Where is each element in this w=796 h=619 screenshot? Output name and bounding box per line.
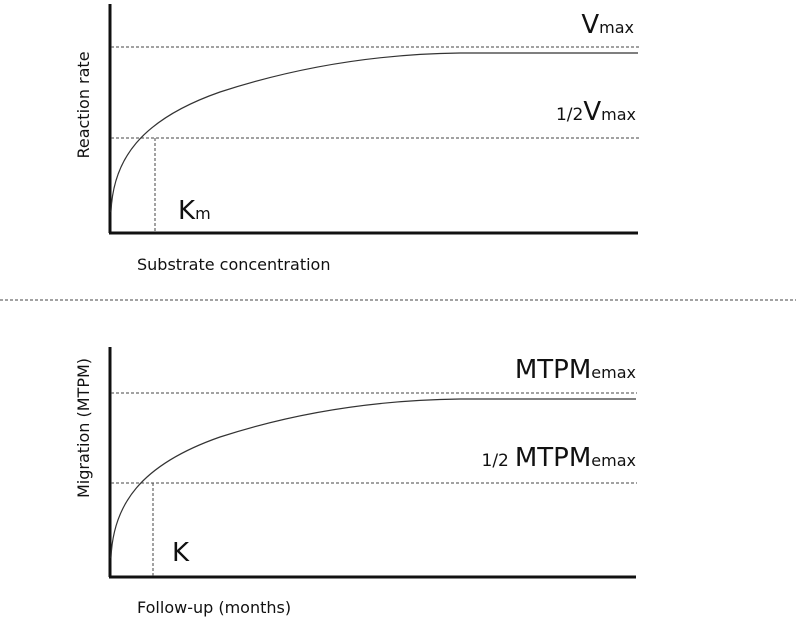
bottom-emax-main: MTPM — [515, 355, 591, 385]
top-vmax-label: Vmax — [581, 10, 634, 40]
bottom-x-axis-label: Follow-up (months) — [137, 598, 291, 617]
top-saturation-curve — [110, 52, 638, 213]
top-half-main: V — [583, 97, 601, 127]
bottom-half-main: MTPM — [515, 443, 591, 473]
top-vmax-sub: max — [599, 18, 634, 37]
top-half-prefix: 1/2 — [556, 105, 583, 125]
top-y-axis-label: Reaction rate — [74, 51, 93, 158]
bottom-emax-label: MTPMemax — [515, 355, 636, 385]
top-km-sub: m — [195, 204, 211, 223]
bottom-half-sub: emax — [591, 451, 636, 470]
top-km-label: Km — [178, 196, 211, 226]
bottom-y-axis-label: Migration (MTPM) — [74, 358, 93, 498]
bottom-k-label: K — [172, 538, 190, 568]
top-vmax-main: V — [581, 10, 599, 40]
bottom-panel: MTPMemax 1/2 MTPMemax K Migration (MTPM) … — [74, 347, 637, 617]
top-km-main: K — [178, 196, 196, 226]
bottom-emax-sub: emax — [591, 363, 636, 382]
top-half-vmax-label: 1/2Vmax — [556, 97, 636, 127]
bottom-half-emax-label: 1/2 MTPMemax — [482, 443, 637, 473]
bottom-half-prefix: 1/2 — [482, 451, 509, 471]
top-x-axis-label: Substrate concentration — [137, 255, 330, 274]
top-half-sub: max — [601, 105, 636, 124]
bottom-saturation-curve — [110, 398, 636, 559]
top-panel: Vmax 1/2Vmax Km Reaction rate Substrate … — [74, 4, 640, 274]
bottom-k-main: K — [172, 538, 190, 568]
